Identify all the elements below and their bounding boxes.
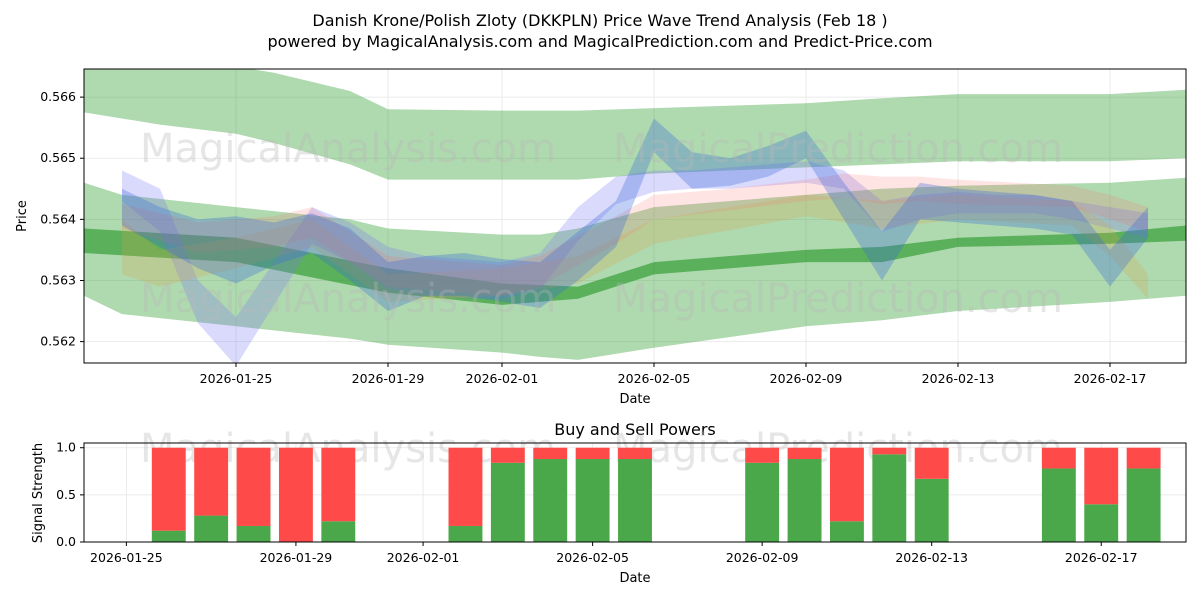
signal-x-tick-label: 2026-02-13	[895, 550, 968, 565]
buy-bar	[575, 459, 610, 542]
watermark-text: MagicalAnalysis.com	[140, 276, 556, 322]
price-band-layer	[84, 69, 1186, 363]
buy-bar	[829, 521, 864, 542]
signal-x-tick-label: 2026-01-25	[90, 550, 163, 565]
sell-bar	[194, 447, 229, 516]
price-watermarks: MagicalAnalysis.com MagicalPrediction.co…	[140, 126, 1063, 322]
sell-bar	[490, 447, 525, 463]
signal-bars	[151, 447, 1161, 542]
chart-title-line1: Danish Krone/Polish Zloty (DKKPLN) Price…	[312, 11, 887, 30]
price-band-orange-wave	[122, 194, 1148, 302]
price-y-axis-label: Price	[15, 200, 30, 232]
buy-bar	[490, 462, 525, 542]
sell-bar	[1084, 447, 1119, 505]
price-y-tick-label: 0.563	[40, 272, 76, 287]
signal-x-ticks: 2026-01-25 2026-01-29 2026-02-01 2026-02-05…	[90, 542, 1138, 565]
price-band-blue-wave	[122, 118, 1148, 311]
buy-bar	[321, 521, 356, 542]
buy-bar	[533, 459, 568, 542]
signal-y-tick-label: 0.0	[56, 534, 76, 549]
price-y-tick-label: 0.562	[40, 334, 76, 349]
sell-bar	[1041, 447, 1076, 469]
signal-y-tick-label: 1.0	[56, 440, 76, 455]
price-y-tick-label: 0.565	[40, 150, 76, 165]
price-x-tick-label: 2026-02-05	[618, 371, 691, 386]
watermark-text: MagicalPrediction.com	[613, 126, 1063, 172]
signal-x-axis-label: Date	[619, 571, 650, 586]
price-chart: MagicalAnalysis.com MagicalPrediction.co…	[15, 68, 1187, 407]
buy-bar	[448, 525, 483, 542]
buy-bar	[236, 525, 271, 542]
signal-x-tick-label: 2026-02-05	[556, 550, 629, 565]
price-band-upper-green-band	[84, 69, 1186, 180]
buy-bar	[1041, 468, 1076, 542]
buy-bar	[872, 454, 907, 542]
sell-bar	[1126, 447, 1161, 469]
sell-bar	[448, 447, 483, 526]
signal-x-tick-label: 2026-02-17	[1065, 550, 1138, 565]
price-x-ticks: 2026-01-25 2026-01-29 2026-02-01 2026-02-05…	[200, 363, 1147, 386]
price-x-tick-label: 2026-02-13	[922, 371, 995, 386]
chart-title-line2: powered by MagicalAnalysis.com and Magic…	[267, 32, 932, 51]
sell-bar	[872, 447, 907, 455]
sell-bar	[321, 447, 356, 522]
price-band-red-wave	[122, 173, 1148, 296]
sell-bar	[575, 447, 610, 460]
sell-bar	[914, 447, 949, 479]
signal-y-tick-label: 0.5	[56, 487, 76, 502]
buy-bar	[745, 462, 780, 542]
signal-y-axis-label: Signal Strength	[31, 443, 46, 543]
signal-y-ticks: 0.0 0.5 1.0	[56, 440, 84, 549]
signal-plot-frame	[83, 442, 1187, 543]
sell-bar	[151, 447, 186, 531]
sell-bar	[618, 447, 652, 460]
price-band-green-trend	[84, 225, 1186, 305]
price-x-axis-label: Date	[619, 392, 650, 407]
price-band-purple-wave	[122, 161, 1148, 363]
sell-bar	[278, 447, 313, 542]
signal-x-tick-label: 2026-02-01	[387, 550, 460, 565]
watermark-text: MagicalPrediction.com	[613, 276, 1063, 322]
signal-x-tick-label: 2026-01-29	[260, 550, 333, 565]
signal-chart-title: Buy and Sell Powers	[554, 420, 716, 439]
buy-bar	[1084, 504, 1119, 542]
price-x-tick-label: 2026-01-25	[200, 371, 273, 386]
buy-bar	[787, 459, 822, 542]
price-x-tick-label: 2026-02-09	[770, 371, 843, 386]
signal-chart: Buy and Sell Powers MagicalAnalysis.com …	[31, 420, 1187, 586]
buy-bar	[194, 515, 229, 542]
sell-bar	[745, 447, 780, 463]
sell-bar	[787, 447, 822, 460]
price-plot-frame	[83, 68, 1187, 364]
price-x-tick-label: 2026-02-17	[1074, 371, 1147, 386]
price-y-tick-label: 0.564	[40, 211, 76, 226]
signal-x-tick-label: 2026-02-09	[726, 550, 799, 565]
buy-bar	[618, 459, 652, 542]
price-bands	[84, 69, 1186, 363]
buy-bar	[1126, 468, 1161, 542]
price-x-tick-label: 2026-01-29	[352, 371, 425, 386]
price-x-tick-label: 2026-02-01	[466, 371, 539, 386]
sell-bar	[533, 447, 568, 460]
price-y-ticks: 0.562 0.563 0.564 0.565 0.566	[40, 89, 84, 349]
watermark-text: MagicalAnalysis.com	[140, 126, 556, 172]
price-y-tick-label: 0.566	[40, 89, 76, 104]
buy-bar	[914, 478, 949, 542]
sell-bar	[236, 447, 271, 526]
buy-bar	[151, 530, 186, 542]
sell-bar	[829, 447, 864, 522]
